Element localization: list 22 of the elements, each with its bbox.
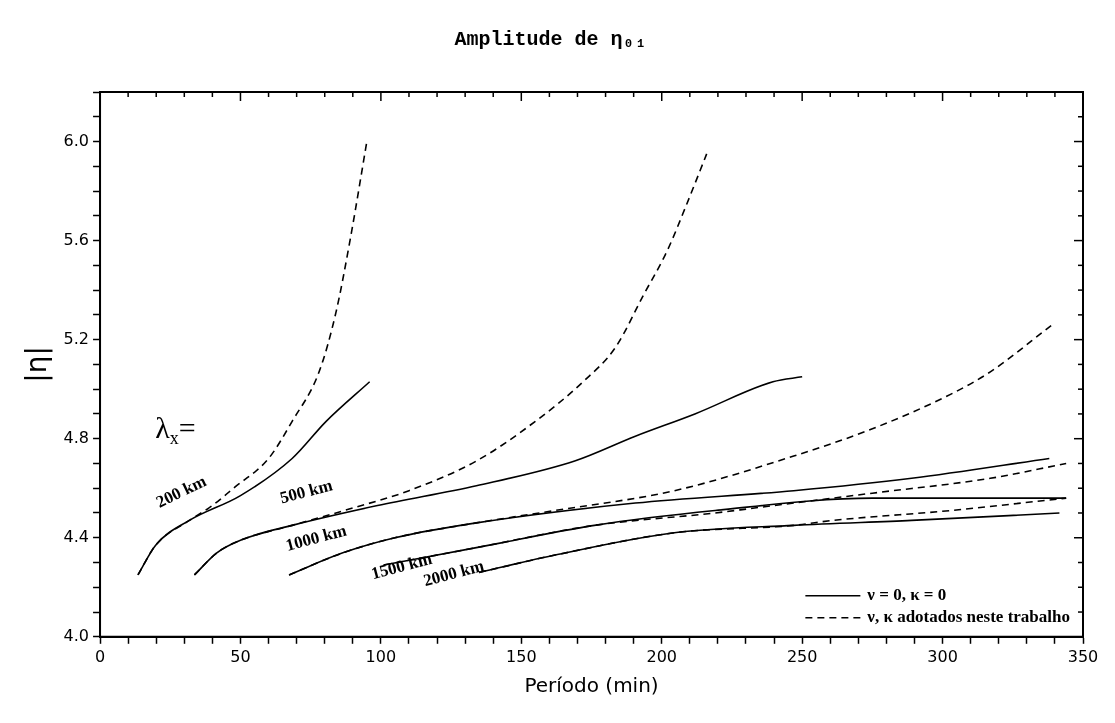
x-tick-label: 150 [506, 646, 537, 666]
x-tick-label: 0 [94, 646, 106, 666]
x-tick-label: 200 [646, 646, 678, 666]
y-tick-label: 4.8 [63, 427, 90, 447]
chart-title: Amplitude de η₀₁ [454, 28, 647, 52]
y-tick-label: 5.2 [63, 328, 90, 348]
y-tick-label: 4.4 [63, 526, 90, 546]
y-axis-title: |η| [20, 346, 54, 383]
annotation: 1000 km [283, 520, 349, 555]
y-tick-label: 5.6 [63, 229, 90, 249]
x-tick-label: 350 [1067, 646, 1099, 666]
annotation: 200 km [152, 471, 210, 512]
legend-label: ν = 0, κ = 0 [866, 585, 947, 605]
legend-label: ν, κ adotados neste trabalho [866, 607, 1071, 627]
x-tick-label: 100 [365, 646, 397, 666]
y-tick-label: 4.0 [63, 625, 90, 645]
x-axis-title: Período (min) [524, 673, 659, 698]
x-tick-label: 50 [230, 646, 251, 666]
y-tick-label: 6.0 [63, 130, 90, 150]
annotation: 500 km [277, 475, 335, 508]
x-tick-label: 300 [927, 646, 958, 666]
x-tick-label: 250 [786, 646, 818, 666]
